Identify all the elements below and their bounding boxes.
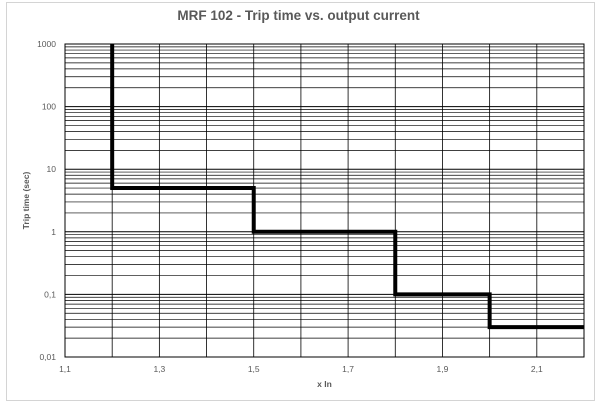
chart-frame bbox=[6, 2, 595, 401]
y-tick-label: 100 bbox=[42, 102, 56, 112]
x-axis-title: x In bbox=[317, 379, 332, 389]
trip-time-step-line bbox=[110, 44, 584, 330]
chart-title: MRF 102 - Trip time vs. output current bbox=[177, 8, 420, 23]
y-axis-title: Trip time (sec) bbox=[21, 172, 31, 230]
y-tick-label: 0,01 bbox=[39, 352, 56, 362]
x-tick-label: 1,7 bbox=[342, 364, 354, 374]
series-layer bbox=[110, 44, 584, 330]
y-tick-labels: 0,01 0,1 1 10 100 1000 bbox=[37, 39, 56, 362]
grid-lines bbox=[64, 44, 585, 358]
plot-area-border bbox=[64, 43, 585, 358]
x-tick-label: 1,1 bbox=[59, 364, 71, 374]
y-tick-label: 0,1 bbox=[44, 289, 56, 299]
x-tick-label: 1,5 bbox=[248, 364, 260, 374]
y-tick-label: 10 bbox=[47, 164, 57, 174]
x-tick-label: 1,9 bbox=[437, 364, 449, 374]
x-tick-label: 2,1 bbox=[531, 364, 543, 374]
x-tick-label: 1,3 bbox=[153, 364, 165, 374]
y-tick-label: 1000 bbox=[37, 39, 56, 49]
x-tick-labels: 1,1 1,3 1,5 1,7 1,9 2,1 bbox=[59, 364, 543, 374]
y-tick-label: 1 bbox=[51, 227, 56, 237]
